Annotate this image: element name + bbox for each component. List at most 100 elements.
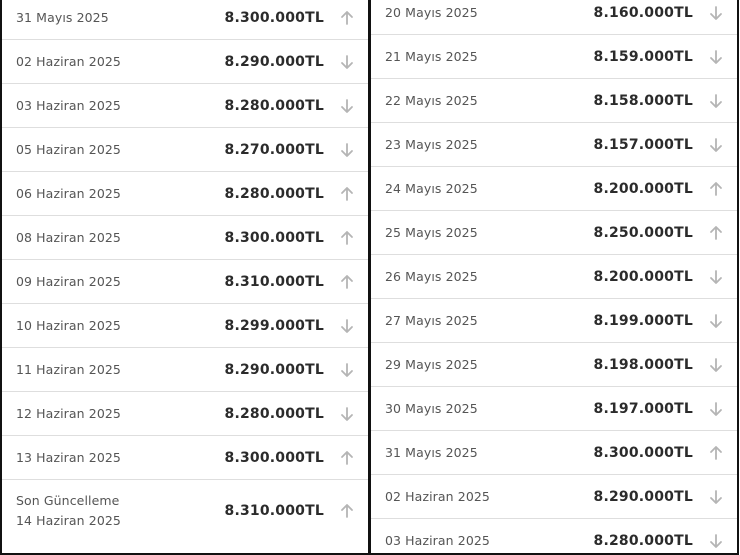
price-row: 31 Mayıs 2025 8.300.000TL: [371, 431, 737, 475]
row-date: 21 Mayıs 2025: [385, 49, 478, 64]
row-date: 09 Haziran 2025: [16, 274, 121, 289]
row-date: 26 Mayıs 2025: [385, 269, 478, 284]
price-row: 03 Haziran 2025 8.280.000TL: [2, 84, 368, 128]
row-date: 27 Mayıs 2025: [385, 313, 478, 328]
row-price: 8.299.000TL: [224, 317, 324, 334]
arrow-down-icon: [338, 317, 356, 335]
arrow-down-icon: [338, 53, 356, 71]
last-update-label: Son Güncelleme: [16, 493, 120, 508]
arrow-down-icon: [707, 312, 725, 330]
arrow-up-icon: [707, 444, 725, 462]
row-date: 08 Haziran 2025: [16, 230, 121, 245]
price-row: 13 Haziran 2025 8.300.000TL: [2, 436, 368, 480]
arrow-up-icon: [338, 449, 356, 467]
row-date: 13 Haziran 2025: [16, 450, 121, 465]
last-update-row: Son Güncelleme 14 Haziran 2025 8.310.000…: [2, 480, 368, 542]
price-row: 02 Haziran 2025 8.290.000TL: [371, 475, 737, 519]
price-row: 27 Mayıs 2025 8.199.000TL: [371, 299, 737, 343]
price-row: 24 Mayıs 2025 8.200.000TL: [371, 167, 737, 211]
arrow-down-icon: [707, 532, 725, 550]
arrow-up-icon: [338, 185, 356, 203]
row-price: 8.199.000TL: [593, 312, 693, 329]
row-price: 8.280.000TL: [224, 185, 324, 202]
price-row: 11 Haziran 2025 8.290.000TL: [2, 348, 368, 392]
row-price: 8.280.000TL: [224, 405, 324, 422]
price-row: 26 Mayıs 2025 8.200.000TL: [371, 255, 737, 299]
row-price: 8.280.000TL: [224, 97, 324, 114]
row-date: 30 Mayıs 2025: [385, 401, 478, 416]
row-price: 8.280.000TL: [593, 532, 693, 549]
price-row: 03 Haziran 2025 8.280.000TL: [371, 519, 737, 553]
row-price: 8.300.000TL: [224, 9, 324, 26]
arrow-up-icon: [338, 229, 356, 247]
arrow-down-icon: [707, 356, 725, 374]
row-price: 8.300.000TL: [224, 229, 324, 246]
arrow-down-icon: [707, 268, 725, 286]
row-date: 25 Mayıs 2025: [385, 225, 478, 240]
price-row: 31 Mayıs 2025 8.300.000TL: [2, 0, 368, 40]
arrow-down-icon: [707, 136, 725, 154]
row-date: 20 Mayıs 2025: [385, 5, 478, 20]
arrow-down-icon: [338, 97, 356, 115]
row-date: 24 Mayıs 2025: [385, 181, 478, 196]
row-date: 03 Haziran 2025: [385, 533, 490, 548]
row-price: 8.290.000TL: [224, 53, 324, 70]
row-date: 31 Mayıs 2025: [16, 10, 109, 25]
row-price: 8.158.000TL: [593, 92, 693, 109]
arrow-down-icon: [338, 361, 356, 379]
row-date: 10 Haziran 2025: [16, 318, 121, 333]
last-update-price: 8.310.000TL: [224, 503, 324, 519]
arrow-up-icon: [707, 224, 725, 242]
row-price: 8.159.000TL: [593, 48, 693, 65]
arrow-down-icon: [707, 92, 725, 110]
price-row: 23 Mayıs 2025 8.157.000TL: [371, 123, 737, 167]
arrow-down-icon: [707, 4, 725, 22]
row-date: 23 Mayıs 2025: [385, 137, 478, 152]
row-price: 8.300.000TL: [593, 444, 693, 461]
arrow-up-icon: [338, 502, 356, 520]
price-row: 02 Haziran 2025 8.290.000TL: [2, 40, 368, 84]
row-price: 8.160.000TL: [593, 4, 693, 21]
arrow-down-icon: [707, 400, 725, 418]
price-list-panel-left: 31 Mayıs 2025 8.300.000TL 02 Haziran 202…: [0, 0, 369, 555]
row-price: 8.157.000TL: [593, 136, 693, 153]
row-price: 8.300.000TL: [224, 449, 324, 466]
row-date: 12 Haziran 2025: [16, 406, 121, 421]
row-date: 06 Haziran 2025: [16, 186, 121, 201]
row-price: 8.290.000TL: [224, 361, 324, 378]
row-date: 02 Haziran 2025: [16, 54, 121, 69]
price-row: 30 Mayıs 2025 8.197.000TL: [371, 387, 737, 431]
price-row: 10 Haziran 2025 8.299.000TL: [2, 304, 368, 348]
price-row: 06 Haziran 2025 8.280.000TL: [2, 172, 368, 216]
row-price: 8.200.000TL: [593, 180, 693, 197]
last-update-block: Son Güncelleme 14 Haziran 2025: [16, 493, 121, 529]
row-price: 8.250.000TL: [593, 224, 693, 241]
arrow-up-icon: [707, 180, 725, 198]
arrow-down-icon: [707, 488, 725, 506]
price-row: 09 Haziran 2025 8.310.000TL: [2, 260, 368, 304]
row-date: 31 Mayıs 2025: [385, 445, 478, 460]
row-date: 05 Haziran 2025: [16, 142, 121, 157]
price-row: 12 Haziran 2025 8.280.000TL: [2, 392, 368, 436]
price-row: 22 Mayıs 2025 8.158.000TL: [371, 79, 737, 123]
row-price: 8.310.000TL: [224, 273, 324, 290]
price-row: 20 Mayıs 2025 8.160.000TL: [371, 0, 737, 35]
arrow-down-icon: [338, 405, 356, 423]
price-row: 29 Mayıs 2025 8.198.000TL: [371, 343, 737, 387]
row-price: 8.270.000TL: [224, 141, 324, 158]
price-row: 08 Haziran 2025 8.300.000TL: [2, 216, 368, 260]
arrow-up-icon: [338, 273, 356, 291]
price-list-panel-right: 20 Mayıs 2025 8.160.000TL 21 Mayıs 2025 …: [369, 0, 739, 555]
row-price: 8.290.000TL: [593, 488, 693, 505]
row-date: 02 Haziran 2025: [385, 489, 490, 504]
last-update-date: 14 Haziran 2025: [16, 513, 121, 528]
arrow-up-icon: [338, 9, 356, 27]
row-date: 03 Haziran 2025: [16, 98, 121, 113]
arrow-down-icon: [707, 48, 725, 66]
row-date: 11 Haziran 2025: [16, 362, 121, 377]
arrow-down-icon: [338, 141, 356, 159]
row-date: 22 Mayıs 2025: [385, 93, 478, 108]
row-price: 8.197.000TL: [593, 400, 693, 417]
price-row: 25 Mayıs 2025 8.250.000TL: [371, 211, 737, 255]
